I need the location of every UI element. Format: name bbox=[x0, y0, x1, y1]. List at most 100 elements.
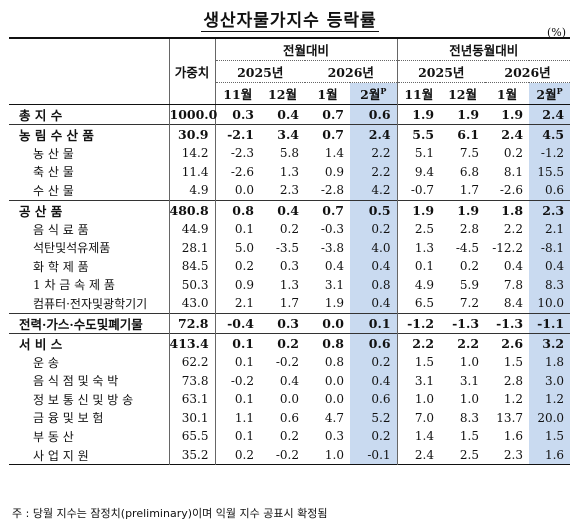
value-cell: 1.9 bbox=[501, 107, 524, 122]
row-label: 총 지 수 bbox=[9, 104, 170, 125]
header-mom-2026: 2026년 bbox=[305, 60, 398, 83]
value-cell: 2.2 bbox=[397, 332, 441, 353]
value-cell: 2.4 bbox=[350, 124, 398, 144]
table-row: 금 융 및 보 험 30.1 1.1 0.6 4.7 5.2 7.0 8.3 13.7 20.0 bbox=[9, 408, 571, 428]
table-row: 석탄및석유제품 28.1 5.0 -3.5 -3.8 4.0 1.3 -4.5 -12.2 -8.… bbox=[9, 238, 571, 257]
value-cell: -12.2 bbox=[492, 240, 524, 255]
weight-cell: 44.9 bbox=[169, 219, 216, 239]
value-cell: 0.4 bbox=[324, 259, 344, 274]
value-cell: -1.3 bbox=[485, 312, 530, 334]
value-cell: 0.8 bbox=[350, 275, 398, 295]
header-mom-2025: 2025년 bbox=[215, 60, 305, 83]
value-cell: 1.6 bbox=[503, 429, 524, 444]
value-cell: 0.4 bbox=[503, 259, 524, 274]
value-cell: 1.5 bbox=[529, 427, 571, 446]
value-cell: 8.4 bbox=[503, 296, 524, 311]
value-cell: 0.6 bbox=[350, 104, 398, 125]
row-label: 컴퓨터·전자및광학기기 bbox=[9, 294, 170, 314]
value-cell: 0.2 bbox=[350, 219, 398, 239]
table-row: 음 식 점 및 숙 박 73.8 -0.2 0.4 0.0 0.4 3.1 3.1 2.8 3.0 bbox=[9, 371, 571, 390]
value-cell: 1.7 bbox=[459, 183, 480, 198]
value-cell: -1.3 bbox=[440, 312, 486, 334]
value-cell: 4.0 bbox=[350, 238, 398, 257]
value-cell: 0.6 bbox=[350, 389, 398, 409]
value-cell: -1.2 bbox=[397, 312, 441, 334]
row-label: 운 송 bbox=[9, 352, 170, 372]
value-cell: -0.2 bbox=[275, 448, 299, 463]
value-cell: 0.4 bbox=[260, 199, 305, 220]
value-cell: 0.2 bbox=[279, 429, 299, 444]
value-cell: 5.9 bbox=[459, 277, 480, 292]
value-cell: 8.1 bbox=[503, 164, 524, 179]
value-cell: 0.1 bbox=[414, 259, 435, 274]
row-label: 정 보 통 신 및 방 송 bbox=[9, 389, 170, 409]
value-cell: 2.4 bbox=[529, 104, 571, 125]
weight-cell: 1000.0 bbox=[169, 104, 217, 125]
row-label: 농 산 물 bbox=[9, 144, 170, 163]
value-cell: 3.0 bbox=[529, 371, 571, 390]
weight-cell: 28.1 bbox=[169, 238, 216, 257]
value-cell: 0.4 bbox=[350, 256, 398, 276]
row-label: 음 식 료 품 bbox=[9, 219, 170, 239]
table-row: 전력·가스·수도및폐기물 72.8 -0.4 0.3 0.0 0.1 -1.2 -1.3 -1.… bbox=[9, 312, 571, 334]
value-cell: 1.9 bbox=[397, 199, 441, 220]
value-cell: 4.5 bbox=[529, 124, 571, 144]
weight-cell: 480.8 bbox=[169, 199, 216, 220]
header-category bbox=[9, 38, 170, 105]
value-cell: 0.9 bbox=[234, 277, 254, 292]
value-cell: 2.2 bbox=[503, 222, 524, 237]
header-month: 2월P bbox=[529, 82, 571, 105]
value-cell: 9.4 bbox=[414, 164, 435, 179]
header-month: 1월 bbox=[496, 87, 518, 102]
value-cell: 6.8 bbox=[459, 164, 480, 179]
value-cell: 2.2 bbox=[440, 332, 486, 353]
value-cell: 3.1 bbox=[459, 373, 480, 388]
value-cell: 1.9 bbox=[440, 199, 486, 220]
value-cell: 1.0 bbox=[459, 392, 480, 407]
value-cell: 2.3 bbox=[503, 448, 524, 463]
value-cell: 7.5 bbox=[459, 146, 480, 161]
value-cell: 0.2 bbox=[503, 146, 524, 161]
value-cell: 0.4 bbox=[279, 373, 299, 388]
preliminary-mark: P bbox=[380, 85, 387, 96]
value-cell: 1.5 bbox=[503, 355, 524, 370]
value-cell: 1.8 bbox=[529, 352, 571, 372]
value-cell: 3.1 bbox=[414, 373, 435, 388]
table-row: 사 업 지 원 35.2 0.2 -0.2 1.0 -0.1 2.4 2.5 2.3 1.6 bbox=[9, 445, 571, 465]
weight-cell: 30.1 bbox=[169, 408, 216, 428]
value-cell: -0.1 bbox=[350, 445, 398, 465]
value-cell: 1.9 bbox=[324, 296, 344, 311]
value-cell: 7.0 bbox=[414, 410, 435, 425]
value-cell: -1.2 bbox=[529, 144, 571, 163]
value-cell: 5.2 bbox=[350, 408, 398, 428]
value-cell: 2.4 bbox=[414, 448, 435, 463]
weight-cell: 43.0 bbox=[169, 294, 216, 314]
value-cell: 0.2 bbox=[234, 259, 254, 274]
value-cell: 2.1 bbox=[529, 219, 571, 239]
value-cell: 1.6 bbox=[529, 445, 571, 465]
value-cell: 1.5 bbox=[459, 429, 480, 444]
unit-label: (%) bbox=[546, 26, 566, 39]
value-cell: 1.4 bbox=[324, 146, 344, 161]
value-cell: 3.4 bbox=[260, 124, 305, 144]
row-label: 농 림 수 산 품 bbox=[9, 124, 170, 144]
value-cell: 5.5 bbox=[397, 124, 441, 144]
table-row: 공 산 품 480.8 0.8 0.4 0.7 0.5 1.9 1.9 1.8 2.3 bbox=[9, 199, 571, 220]
value-cell: -0.2 bbox=[230, 373, 254, 388]
price-index-table: 가중치 전월대비 전년동월대비 2025년 2026년 2025년 2026년 … bbox=[9, 37, 571, 465]
row-label: 부 동 산 bbox=[9, 427, 170, 446]
value-cell: 15.5 bbox=[529, 162, 571, 182]
value-cell: 1.2 bbox=[503, 392, 524, 407]
value-cell: 2.8 bbox=[459, 222, 480, 237]
value-cell: 0.1 bbox=[215, 332, 260, 353]
value-cell: 5.0 bbox=[234, 240, 254, 255]
value-cell: 0.8 bbox=[324, 355, 344, 370]
value-cell: 0.3 bbox=[324, 429, 344, 444]
row-label: 1 차 금 속 제 품 bbox=[9, 275, 170, 295]
value-cell: 1.2 bbox=[529, 389, 571, 409]
value-cell: 2.2 bbox=[350, 162, 398, 182]
value-cell: 0.2 bbox=[350, 427, 398, 446]
value-cell: 3.2 bbox=[529, 332, 571, 353]
weight-cell: 35.2 bbox=[169, 445, 216, 465]
table-row: 총 지 수 1000.0 0.3 0.4 0.7 0.6 1.9 1.9 1.9 2.4 bbox=[9, 104, 571, 125]
